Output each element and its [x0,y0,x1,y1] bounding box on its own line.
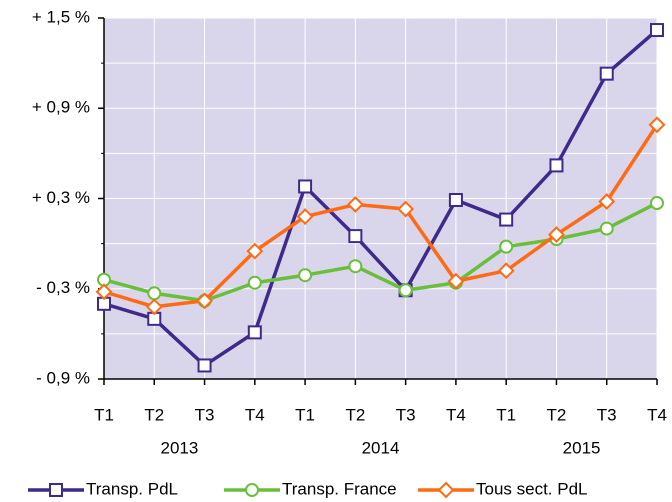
data-point [247,325,262,340]
data-point [296,208,314,225]
data-point [648,116,666,134]
data-point [650,23,664,38]
y-tick-label: + 1,5 % [32,7,90,26]
series-line [103,28,659,368]
legend-marker [245,483,259,497]
x-tick-label: T3 [396,405,416,424]
x-tick-label: T2 [547,405,567,424]
x-tick-label: T1 [496,405,516,424]
data-point [447,272,465,290]
legend-label: Transp. PdL [86,479,178,498]
series-line [103,201,658,303]
data-point [346,196,364,213]
y-tick-label: - 0,9 % [36,368,90,387]
data-point [246,242,264,260]
data-point [247,275,262,290]
data-point [348,229,363,244]
data-point [598,193,616,210]
data-point [549,158,564,173]
data-point [448,193,463,208]
x-group-label: 2014 [362,438,400,457]
data-point [147,286,162,301]
legend-marker [49,483,63,497]
x-group-label: 2013 [160,438,198,457]
data-point [197,358,212,373]
x-tick-label: T1 [295,405,315,424]
x-tick-label: T3 [195,405,215,424]
data-point [196,292,213,310]
x-tick-label: T4 [647,405,667,424]
x-group-label: 2015 [563,438,601,457]
data-point [599,66,614,81]
data-point [298,268,313,283]
data-point [348,259,363,274]
data-point [298,179,313,194]
data-point [145,298,163,316]
data-point [599,221,614,236]
y-tick-label: - 0,3 % [36,278,90,297]
x-tick-label: T2 [345,405,365,424]
x-tick-label: T4 [245,405,265,424]
data-point [397,200,415,218]
y-tick-label: + 0,3 % [32,188,90,207]
data-point [499,212,514,227]
x-tick-label: T2 [144,405,164,424]
data-point [497,262,515,280]
legend-label: Tous sect. PdL [476,479,588,498]
series-line [103,123,659,309]
legend-label: Transp. France [282,479,397,498]
data-point [398,283,413,298]
data-point [499,239,514,254]
x-tick-label: T3 [597,405,617,424]
data-point [548,226,565,244]
x-tick-label: T4 [446,405,466,424]
data-point [95,283,113,301]
y-tick-label: + 0,9 % [32,98,90,117]
legend-marker [437,481,455,499]
data-point [650,196,664,211]
x-tick-label: T1 [94,405,114,424]
